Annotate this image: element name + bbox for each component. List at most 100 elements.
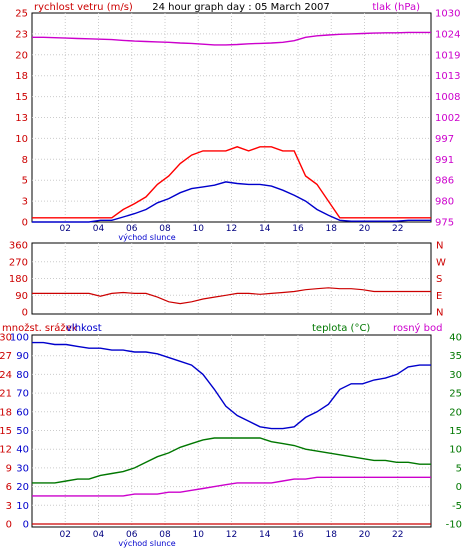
x-tick-label: 14 bbox=[259, 224, 271, 234]
x-tick-label: 04 bbox=[93, 530, 105, 540]
rain-left-ticks: 0 3 6 9 12 15 18 21 24 27 30 bbox=[0, 333, 12, 531]
temperature-tick-label: 25 bbox=[449, 389, 462, 400]
wind-x-ticks: 02 04 06 08 10 12 14 16 18 20 22 bbox=[60, 224, 404, 234]
direction-tick-label: 360 bbox=[9, 241, 28, 252]
compass-tick-label: E bbox=[436, 291, 442, 302]
x-tick-label: 08 bbox=[159, 530, 171, 540]
humidity-tick-label: 50 bbox=[16, 426, 29, 437]
x-tick-label: 04 bbox=[93, 224, 105, 234]
rain-tick-label: 6 bbox=[6, 482, 12, 493]
left-axis-label: rychlost vetru (m/s) bbox=[34, 2, 133, 13]
humidity-tick-label: 60 bbox=[16, 407, 29, 418]
humidity-tick-label: 40 bbox=[16, 445, 29, 456]
direction-tick-label: 270 bbox=[9, 257, 28, 268]
x-tick-label: 20 bbox=[359, 224, 371, 234]
left-tick-label: 25 bbox=[15, 9, 28, 20]
left-tick-label: 8 bbox=[22, 155, 28, 166]
right-tick-label: 1030 bbox=[435, 9, 460, 20]
compass-tick-label: S bbox=[436, 274, 442, 285]
temperature-axis-label: teplota (°C) bbox=[312, 323, 370, 334]
rain-tick-label: 30 bbox=[0, 333, 12, 344]
humidity-tick-label: 20 bbox=[16, 482, 29, 493]
rain-tick-label: 9 bbox=[6, 463, 12, 474]
humidity-left-ticks: 0 10 20 30 40 50 60 70 80 90 100 bbox=[10, 333, 29, 531]
rain-tick-label: 0 bbox=[6, 520, 12, 531]
x-tick-label: 08 bbox=[159, 224, 171, 234]
left-tick-label: 0 bbox=[22, 218, 28, 229]
chart-title: 24 hour graph day : 05 March 2007 bbox=[152, 2, 330, 13]
x-tick-label: 20 bbox=[359, 530, 371, 540]
temperature-tick-label: 40 bbox=[449, 333, 462, 344]
right-tick-label: 1008 bbox=[435, 92, 460, 103]
humidity-tick-label: 70 bbox=[16, 389, 29, 400]
x-tick-label: 10 bbox=[193, 224, 205, 234]
compass-tick-label: W bbox=[436, 257, 446, 268]
x-tick-label: 02 bbox=[60, 224, 71, 234]
x-tick-label: 02 bbox=[60, 530, 71, 540]
rain-tick-label: 21 bbox=[0, 389, 12, 400]
x-tick-label: 22 bbox=[392, 530, 403, 540]
left-tick-label: 23 bbox=[15, 29, 28, 40]
x-tick-label: 12 bbox=[226, 530, 237, 540]
left-tick-label: 13 bbox=[15, 113, 28, 124]
humidity-tick-label: 10 bbox=[16, 501, 29, 512]
humidity-tick-label: 90 bbox=[16, 351, 29, 362]
humidity-tick-label: 30 bbox=[16, 463, 29, 474]
temperature-series-line bbox=[32, 437, 431, 484]
temperature-tick-label: -10 bbox=[446, 520, 462, 531]
x-tick-label: 18 bbox=[326, 224, 338, 234]
direction-series-line bbox=[32, 287, 431, 305]
rain-tick-label: 12 bbox=[0, 445, 12, 456]
pressure-series-line bbox=[32, 31, 431, 46]
x-tick-label: 10 bbox=[193, 530, 205, 540]
right-tick-label: 1024 bbox=[435, 29, 460, 40]
x-tick-label: 18 bbox=[326, 530, 338, 540]
temperature-tick-label: 35 bbox=[449, 351, 462, 362]
right-tick-label: 1013 bbox=[435, 71, 460, 82]
temperature-right-ticks: -10 -5 0 5 10 15 20 25 30 35 40 bbox=[446, 333, 462, 531]
left-tick-label: 5 bbox=[22, 176, 28, 187]
left-tick-label: 3 bbox=[22, 197, 28, 208]
x-tick-label: 16 bbox=[292, 530, 304, 540]
humidity-tick-label: 80 bbox=[16, 370, 29, 381]
rain-tick-label: 27 bbox=[0, 351, 12, 362]
right-tick-label: 1019 bbox=[435, 50, 460, 61]
compass-tick-label: N bbox=[436, 308, 443, 319]
rain-axis-label: množst. srážek bbox=[2, 322, 78, 334]
wind-series-line bbox=[32, 181, 431, 223]
left-tick-label: 10 bbox=[15, 134, 28, 145]
temperature-tick-label: 5 bbox=[456, 463, 462, 474]
right-tick-label: 975 bbox=[435, 218, 454, 229]
rain-tick-label: 24 bbox=[0, 370, 12, 381]
temperature-tick-label: 30 bbox=[449, 370, 462, 381]
pressure-right-ticks: 975 980 986 991 997 1002 1008 1013 1019 1024 1030 bbox=[435, 9, 460, 229]
rain-tick-label: 18 bbox=[0, 407, 12, 418]
humidity-tick-label: 0 bbox=[23, 520, 29, 531]
right-tick-label: 986 bbox=[435, 176, 454, 187]
sunrise-label-bottom: východ slunce bbox=[118, 539, 175, 548]
direction-tick-label: 0 bbox=[22, 308, 28, 319]
direction-left-ticks: 0 90 180 270 360 bbox=[9, 241, 28, 319]
rain-tick-label: 15 bbox=[0, 426, 12, 437]
right-tick-label: 997 bbox=[435, 134, 454, 145]
dewpoint-series-line bbox=[32, 476, 431, 497]
left-tick-label: 15 bbox=[15, 92, 28, 103]
x-tick-label: 14 bbox=[259, 530, 271, 540]
compass-tick-label: N bbox=[436, 241, 443, 252]
x-tick-label: 16 bbox=[292, 224, 304, 234]
dewpoint-axis-label: rosný bod bbox=[393, 322, 442, 334]
left-tick-label: 18 bbox=[15, 71, 28, 82]
temperature-tick-label: 0 bbox=[456, 482, 462, 493]
x-tick-label: 06 bbox=[126, 530, 138, 540]
wind-pressure-panel: rychlost vetru (m/s) 24 hour graph day :… bbox=[15, 2, 460, 242]
temperature-tick-label: 15 bbox=[449, 426, 462, 437]
left-tick-label: 20 bbox=[15, 50, 28, 61]
temperature-tick-label: -5 bbox=[452, 501, 462, 512]
direction-tick-label: 90 bbox=[15, 291, 28, 302]
humidity-x-ticks: 02 04 06 08 10 12 14 16 18 20 22 bbox=[60, 530, 404, 540]
rain-tick-label: 3 bbox=[6, 501, 12, 512]
right-tick-label: 1002 bbox=[435, 113, 460, 124]
x-tick-label: 06 bbox=[126, 224, 138, 234]
